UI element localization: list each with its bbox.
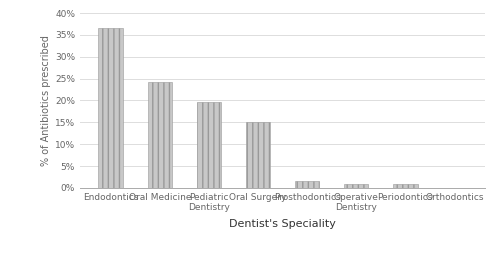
X-axis label: Dentist's Speciality: Dentist's Speciality	[229, 219, 336, 229]
Bar	[246, 122, 270, 188]
Bar	[148, 82, 172, 188]
Bar	[393, 185, 417, 188]
Y-axis label: % of Antibiotics prescribed: % of Antibiotics prescribed	[41, 35, 51, 166]
Bar	[295, 181, 320, 188]
Bar	[344, 184, 368, 188]
Bar	[98, 28, 123, 188]
Bar	[196, 102, 221, 188]
